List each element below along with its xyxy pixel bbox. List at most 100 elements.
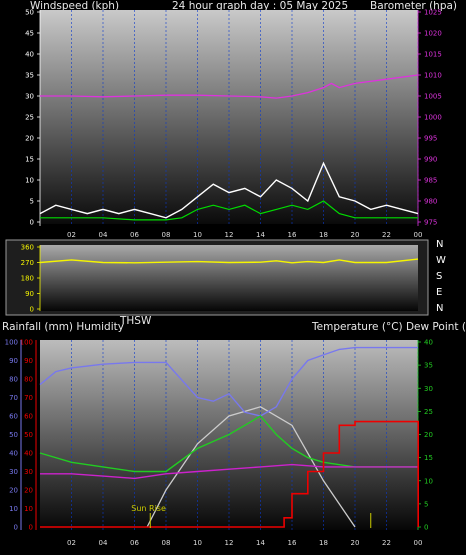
rainfall-tick-label: 60 (24, 413, 33, 421)
x-tick-label: 16 (288, 231, 297, 239)
barometer-tick-label: 985 (424, 177, 437, 185)
x-tick-label: 04 (99, 231, 108, 239)
wind-direction-plot-area (40, 245, 418, 311)
x-tick-label: 08 (162, 539, 171, 547)
x-tick-label: 14 (256, 539, 265, 547)
humidity-tick-label: 40 (9, 450, 18, 458)
windspeed-series-line (39, 161, 419, 219)
humidity-tick-label: 80 (9, 376, 18, 384)
barometer-series-line (40, 74, 419, 99)
barometer-tick-label: 980 (424, 198, 437, 206)
rainfall-tick-label: 100 (20, 339, 33, 347)
rainfall-tick-label: 20 (24, 487, 33, 495)
x-tick-label: 04 (99, 539, 108, 547)
temperature-tick-label: 0 (424, 524, 428, 532)
rainfall-tick-label: 70 (24, 394, 33, 402)
wind-direction-tick-label: 270 (21, 259, 34, 267)
rainfall-tick-label: 40 (24, 450, 33, 458)
barometer-tick-label: 1010 (424, 72, 442, 80)
temperature-tick-label: 15 (424, 454, 433, 462)
humidity-tick-label: 50 (9, 431, 18, 439)
dew-point-series-line (40, 463, 418, 480)
wind-direction-tick-label: 180 (21, 275, 34, 283)
windspeed-tick-label: 45 (25, 30, 34, 38)
wind-average-series-line (40, 200, 418, 221)
wind-direction-series-line (39, 258, 419, 264)
humidity-tick-label: 60 (9, 413, 18, 421)
rainfall-tick-label: 10 (24, 505, 33, 513)
windspeed-tick-label: 35 (25, 72, 34, 80)
barometer-tick-label: 1020 (424, 30, 442, 38)
humidity-tick-label: 0 (14, 524, 18, 532)
humidity-tick-label: 70 (9, 394, 18, 402)
x-tick-label: 18 (319, 539, 328, 547)
x-tick-label: 18 (319, 231, 328, 239)
compass-label: E (436, 287, 442, 298)
temperature-tick-label: 5 (424, 500, 428, 508)
x-tick-label: 10 (193, 231, 202, 239)
x-tick-label: 22 (382, 231, 391, 239)
compass-label: W (436, 255, 446, 266)
x-tick-label: 02 (67, 231, 76, 239)
windspeed-tick-label: 40 (25, 51, 34, 59)
compass-label: N (436, 303, 443, 314)
compass-label: S (436, 271, 442, 282)
temperature-tick-label: 35 (424, 362, 433, 370)
humidity-tick-label: 100 (5, 339, 18, 347)
temperature-series-line (39, 415, 418, 473)
rainfall-humidity-label: Rainfall (mm) Humidity (2, 321, 124, 333)
barometer-tick-label: 995 (424, 135, 437, 143)
temperature-dewpoint-label: Temperature (°C) Dew Point (°C) (312, 321, 466, 333)
sunrise-label: Sun Rise (131, 504, 166, 513)
humidity-tick-label: 90 (9, 357, 18, 365)
wind-baro-plot-area (40, 10, 418, 224)
rainfall-tick-label: 80 (24, 376, 33, 384)
x-tick-label: 12 (225, 231, 234, 239)
barometer-tick-label: 975 (424, 219, 437, 227)
rainfall-series-line (40, 420, 420, 528)
barometer-tick-label: 1025 (424, 9, 442, 17)
barometer-axis-title: Barometer (hpa) (370, 0, 458, 12)
x-tick-label: 00 (414, 539, 423, 547)
x-tick-label: 16 (288, 539, 297, 547)
x-tick-label: 06 (130, 539, 139, 547)
wind-direction-tick-label: 0 (30, 306, 34, 314)
temperature-tick-label: 40 (424, 339, 433, 347)
windspeed-tick-label: 15 (25, 156, 34, 164)
barometer-tick-label: 1005 (424, 93, 442, 101)
x-tick-label: 08 (162, 231, 171, 239)
windspeed-tick-label: 10 (25, 177, 34, 185)
humidity-series-line (39, 346, 418, 417)
x-tick-label: 14 (256, 231, 265, 239)
x-tick-label: 22 (382, 539, 391, 547)
temperature-tick-label: 30 (424, 385, 433, 393)
wind-direction-tick-label: 90 (25, 290, 34, 298)
x-tick-label: 20 (351, 231, 360, 239)
humidity-tick-label: 30 (9, 468, 18, 476)
x-tick-label: 06 (130, 231, 139, 239)
x-tick-label: 20 (351, 539, 360, 547)
thsw-label: THSW (120, 315, 152, 327)
temperature-tick-label: 10 (424, 477, 433, 485)
temperature-tick-label: 20 (424, 431, 433, 439)
windspeed-tick-label: 30 (25, 93, 34, 101)
barometer-tick-label: 1000 (424, 114, 442, 122)
graph-date-title: 24 hour graph day : 05 May 2025 (172, 0, 349, 12)
rainfall-tick-label: 90 (24, 357, 33, 365)
barometer-tick-label: 990 (424, 156, 437, 164)
rainfall-tick-label: 50 (24, 431, 33, 439)
windspeed-axis-title: Windspeed (kph) (30, 0, 120, 12)
wind-direction-tick-label: 360 (21, 244, 34, 252)
windspeed-tick-label: 50 (25, 9, 34, 17)
humidity-tick-label: 10 (9, 505, 18, 513)
x-tick-label: 12 (225, 539, 234, 547)
windspeed-tick-label: 5 (30, 198, 34, 206)
rainfall-tick-label: 0 (29, 524, 33, 532)
windspeed-tick-label: 20 (25, 135, 34, 143)
windspeed-tick-label: 25 (25, 114, 34, 122)
humidity-tick-label: 20 (9, 487, 18, 495)
x-tick-label: 00 (414, 231, 423, 239)
windspeed-tick-label: 0 (30, 219, 34, 227)
compass-label: N (436, 239, 443, 250)
